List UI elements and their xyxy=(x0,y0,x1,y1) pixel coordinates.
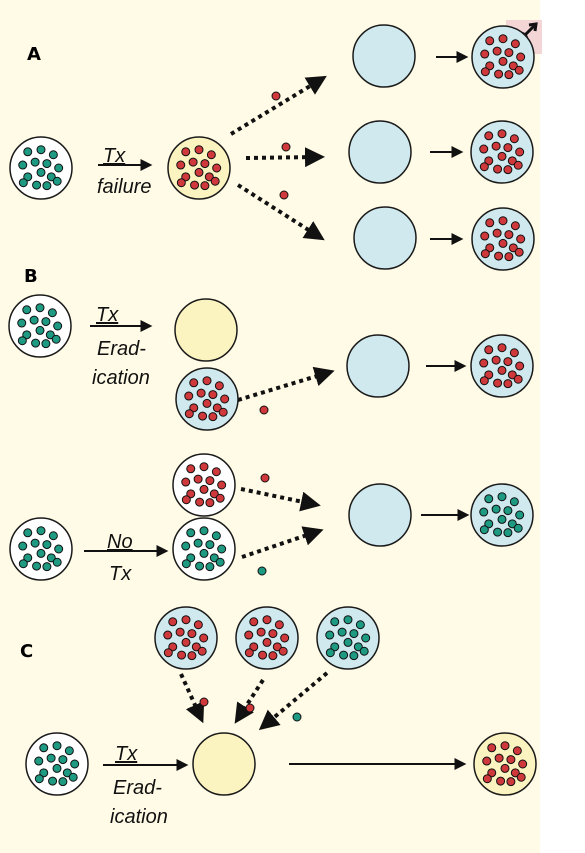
cell-b-result-teal xyxy=(470,483,534,547)
tx-label-b1: Tx xyxy=(96,304,119,326)
cell-a-start xyxy=(9,136,73,200)
tx-label-c1: Tx xyxy=(115,743,138,765)
panel-label-b: B xyxy=(24,266,38,287)
solid-arrows xyxy=(289,51,470,770)
panel-label-a: A xyxy=(27,44,41,65)
tx-label-b3: ication xyxy=(92,367,150,389)
cell-a-result-2 xyxy=(470,120,534,184)
cell-c-start xyxy=(25,732,89,796)
tx-label-c3: ication xyxy=(110,806,168,828)
no-tx-label-2: Tx xyxy=(109,563,132,585)
cell-b-result xyxy=(470,334,534,398)
cell-c-donor-red-1 xyxy=(154,606,218,670)
cell-a-target-2 xyxy=(348,120,412,184)
cell-b-start xyxy=(8,294,72,358)
cell-a-result-1 xyxy=(471,25,535,89)
right-margin xyxy=(540,0,585,853)
panel-a-treatment: Tx failure xyxy=(97,145,153,198)
tx-label-a2: failure xyxy=(97,176,151,198)
cell-b-target xyxy=(346,334,410,398)
cell-a-target-3 xyxy=(353,206,417,270)
tx-label-c2: Erad- xyxy=(113,777,162,799)
panel-b-control: No Tx xyxy=(84,531,169,585)
cell-b-control-start xyxy=(9,517,73,581)
cell-c-donor-red-2 xyxy=(235,606,299,670)
cell-b-donor-red xyxy=(175,367,239,431)
no-tx-label-1: No xyxy=(107,531,133,553)
cell-b-control xyxy=(172,517,236,581)
panel-c-treatment: Tx Erad- ication xyxy=(103,743,189,828)
dotted-arrows xyxy=(179,75,335,731)
cell-c-donor-teal xyxy=(316,606,380,670)
cell-b-target-2 xyxy=(348,483,412,547)
cell-c-eradicated xyxy=(192,732,256,796)
tx-label-b2: Erad- xyxy=(97,338,146,360)
cell-a-failure xyxy=(167,136,231,200)
migrating-dots xyxy=(199,91,302,722)
cell-b-eradicated xyxy=(174,298,238,362)
panel-label-c: C xyxy=(20,641,33,662)
cell-a-target-1 xyxy=(352,24,416,88)
cell-c-result xyxy=(473,732,537,796)
cells-layer xyxy=(8,24,537,796)
tx-label-a1: Tx xyxy=(103,145,126,167)
panel-b-treatment: Tx Erad- ication xyxy=(90,304,153,389)
cell-a-result-3 xyxy=(471,207,535,271)
cell-b-donor-red-2 xyxy=(172,453,236,517)
